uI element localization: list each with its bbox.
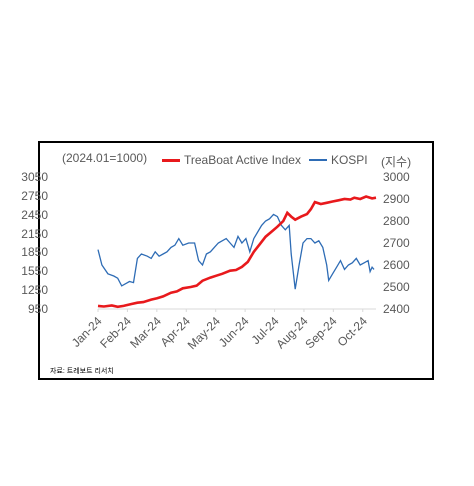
left-axis-note: (2024.01=1000)	[62, 151, 148, 165]
right-y-tick: 2700	[383, 236, 410, 250]
left-y-tick: 2150	[21, 226, 48, 241]
chart-plot	[97, 195, 377, 312]
legend: TreaBoat Active Index KOSPI	[162, 153, 368, 167]
kospi-series-line	[97, 213, 375, 290]
right-y-tick: 2500	[383, 280, 410, 294]
right-y-tick: 2600	[383, 258, 410, 272]
left-y-tick: 1250	[21, 283, 48, 298]
legend-swatch-treaboat	[162, 158, 180, 162]
source-note: 자료: 트레보트 리서치	[50, 368, 114, 375]
left-y-tick: 950	[27, 302, 48, 316]
right-y-tick: 3000	[383, 170, 410, 184]
legend-label-kospi: KOSPI	[330, 153, 368, 167]
right-axis-unit: (지수)	[381, 155, 412, 169]
left-y-tick: 1850	[21, 245, 48, 260]
right-y-tick: 2400	[383, 302, 410, 316]
chart-frame: (2024.01=1000) (지수) TreaBoat Active Inde…	[21, 141, 434, 380]
right-y-tick: 2800	[383, 214, 410, 228]
left-y-tick: 3050	[21, 170, 48, 184]
left-y-tick: 2750	[21, 188, 48, 203]
right-y-tick: 2900	[383, 192, 410, 206]
left-y-tick: 2450	[21, 207, 48, 222]
left-y-tick: 1550	[21, 264, 48, 279]
treaboat-series-line	[97, 195, 377, 309]
legend-swatch-kospi	[308, 159, 327, 161]
legend-label-treaboat: TreaBoat Active Index	[184, 153, 301, 167]
